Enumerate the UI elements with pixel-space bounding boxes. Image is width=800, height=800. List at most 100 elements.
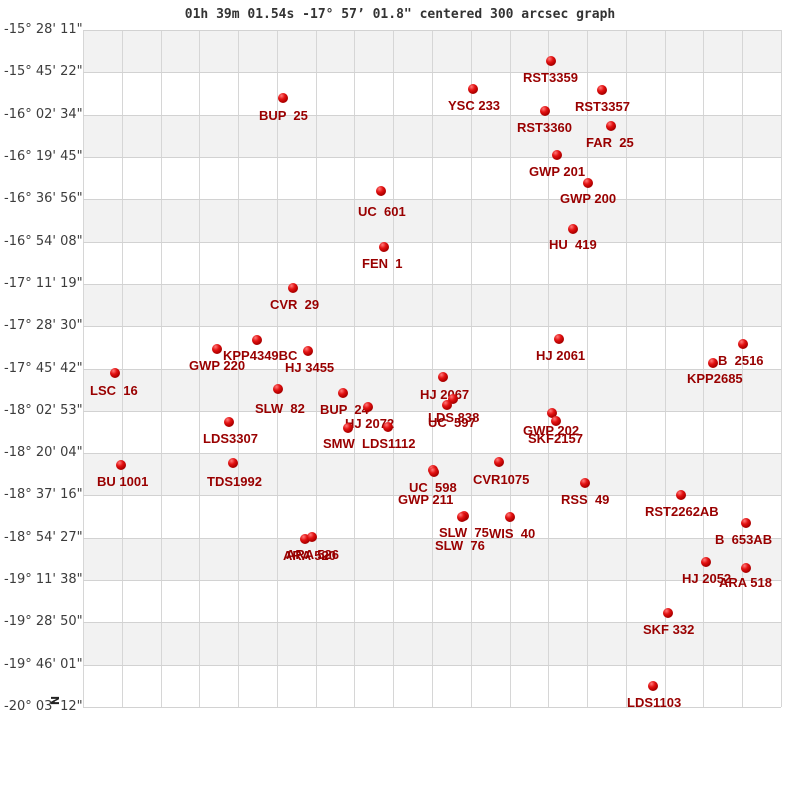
- star-label: SKF 332: [643, 622, 695, 637]
- star-point: [300, 534, 310, 544]
- star-label: LDS1112: [362, 436, 416, 451]
- star-point: [376, 186, 386, 196]
- star-label: SLW 75: [439, 525, 489, 540]
- star-label: GWP 201: [529, 164, 586, 179]
- star-point: [278, 93, 288, 103]
- star-point: [580, 478, 590, 488]
- y-axis-tick: -16° 19' 45": [4, 148, 83, 164]
- star-point: [303, 346, 313, 356]
- y-axis-tick: -19° 11' 38": [4, 572, 83, 588]
- vertical-gridline: [316, 30, 317, 707]
- star-point: [546, 56, 556, 66]
- star-label: ARA 520: [283, 548, 336, 563]
- star-point: [379, 242, 389, 252]
- star-point: [648, 681, 658, 691]
- star-label: LDS3307: [203, 431, 258, 446]
- star-point: [224, 417, 234, 427]
- star-label: GWP 200: [560, 191, 617, 206]
- y-axis-tick: -16° 02' 34": [4, 106, 83, 122]
- y-axis-tick: -15° 28' 11": [4, 22, 83, 37]
- star-label: GWP 220: [189, 358, 246, 373]
- star-label: SMW: [323, 436, 355, 451]
- star-point: [597, 85, 607, 95]
- star-point: [429, 467, 439, 477]
- star-label: RST3359: [523, 70, 578, 85]
- vertical-gridline: [587, 30, 588, 707]
- horizontal-gridline: [83, 495, 781, 496]
- star-label: BUP 24: [320, 402, 369, 417]
- y-axis-tick: -20° 03' 12": [4, 699, 83, 714]
- star-point: [663, 608, 673, 618]
- star-point: [212, 344, 222, 354]
- star-point: [583, 178, 593, 188]
- y-axis-tick: -19° 28' 50": [4, 614, 83, 630]
- vertical-gridline: [354, 30, 355, 707]
- star-point: [252, 335, 262, 345]
- vertical-gridline: [161, 30, 162, 707]
- star-point: [676, 490, 686, 500]
- star-label: BU 1001: [97, 474, 149, 489]
- star-point: [547, 408, 557, 418]
- vertical-gridline: [510, 30, 511, 707]
- horizontal-gridline: [83, 30, 781, 31]
- star-label: KPP2685: [687, 371, 743, 386]
- y-axis-tick: -17° 11' 19": [4, 275, 83, 291]
- star-label: BUP 25: [259, 108, 308, 123]
- star-point: [343, 423, 353, 433]
- vertical-gridline: [703, 30, 704, 707]
- y-axis-tick: -18° 37' 16": [4, 487, 83, 503]
- vertical-gridline: [199, 30, 200, 707]
- y-axis-tick: -17° 28' 30": [4, 318, 83, 334]
- star-point: [228, 458, 238, 468]
- horizontal-gridline: [83, 369, 781, 370]
- horizontal-gridline: [83, 538, 781, 539]
- star-point: [442, 400, 452, 410]
- star-label: HJ 2067: [420, 387, 470, 402]
- star-label: SLW 76: [435, 538, 485, 553]
- vertical-gridline: [122, 30, 123, 707]
- star-label: TDS1992: [207, 474, 262, 489]
- star-point: [110, 368, 120, 378]
- star-point: [540, 106, 550, 116]
- star-label: B 2516: [718, 353, 764, 368]
- y-axis-tick: -19° 46' 01": [4, 656, 83, 672]
- star-point: [505, 512, 515, 522]
- y-axis-tick: -17° 45' 42": [4, 360, 83, 376]
- star-label: LSC 16: [90, 383, 138, 398]
- star-label: LDS1103: [627, 695, 682, 710]
- star-label: FAR 25: [586, 135, 634, 150]
- star-label: UC 598: [409, 480, 457, 495]
- star-point: [448, 394, 458, 404]
- star-label: RST2262AB: [645, 504, 719, 519]
- y-axis-tick: -18° 54' 27": [4, 529, 83, 545]
- star-point: [457, 512, 467, 522]
- star-label: GWP 202: [523, 423, 580, 438]
- star-label: HJ 2061: [536, 348, 586, 363]
- star-point: [606, 121, 616, 131]
- star-label: SKF2157: [528, 431, 583, 446]
- star-label: CVR 29: [270, 297, 320, 312]
- star-point: [273, 384, 283, 394]
- horizontal-gridline: [83, 665, 781, 666]
- vertical-gridline: [548, 30, 549, 707]
- vertical-gridline: [626, 30, 627, 707]
- star-label: RSS 49: [561, 492, 610, 507]
- star-point: [338, 388, 348, 398]
- star-label: GWP 211: [398, 492, 454, 507]
- star-label: UC 597: [428, 415, 476, 430]
- y-axis-tick: -18° 20' 04": [4, 445, 83, 461]
- vertical-gridline: [742, 30, 743, 707]
- star-point: [383, 422, 393, 432]
- star-point: [552, 150, 562, 160]
- star-label: HU 419: [549, 237, 597, 252]
- star-label: RST3360: [517, 120, 572, 135]
- star-point: [494, 457, 504, 467]
- star-label: ARA 518: [719, 575, 772, 590]
- y-axis-tick: -15° 45' 22": [4, 64, 83, 80]
- star-label: LDS 838: [428, 410, 480, 425]
- star-point: [363, 402, 373, 412]
- star-label: UC 601: [358, 204, 406, 219]
- horizontal-gridline: [83, 707, 781, 708]
- star-point: [551, 416, 561, 426]
